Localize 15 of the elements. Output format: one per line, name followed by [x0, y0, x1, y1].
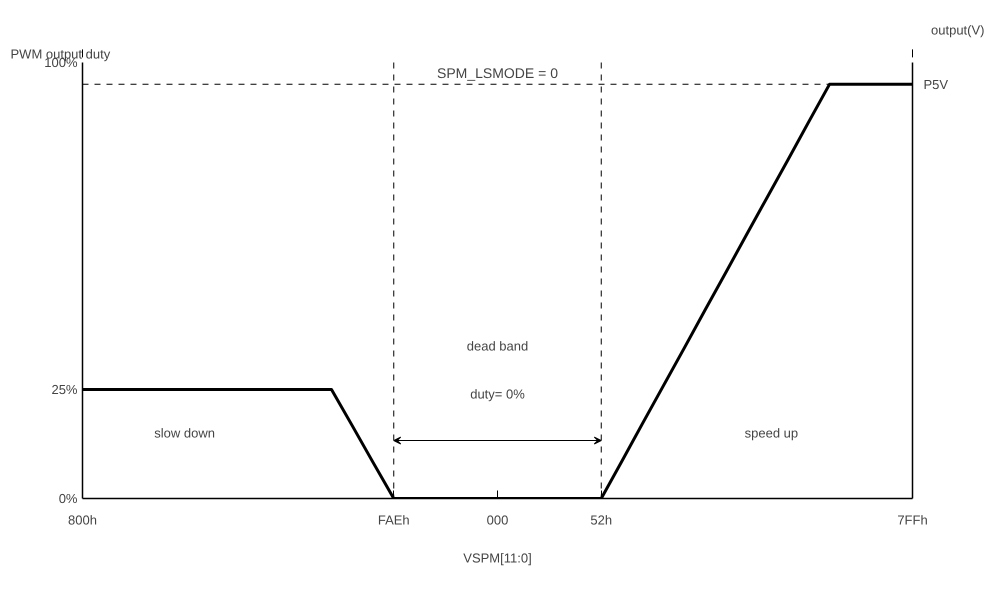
y-tick-label: 25% [51, 382, 78, 397]
annotation: slow down [154, 426, 215, 441]
x-axis-title: VSPM[11:0] [463, 550, 532, 566]
annotation: speed up [744, 426, 798, 441]
y2-axis-title: output(V) [931, 22, 985, 38]
x-tick-label: 52h [590, 512, 612, 528]
ref-line-label: P5V [924, 76, 948, 92]
x-tick-label: FAEh [378, 512, 410, 528]
annotation: dead band [466, 338, 528, 354]
y-tick-label: 0% [58, 491, 78, 506]
annotation: SPM_LSMODE = 0 [437, 64, 558, 81]
x-tick-label: 7FFh [897, 512, 928, 528]
x-tick-label: 800h [68, 512, 97, 528]
x-tick-label: 000 [486, 512, 508, 528]
annotation: duty= 0% [470, 386, 526, 402]
